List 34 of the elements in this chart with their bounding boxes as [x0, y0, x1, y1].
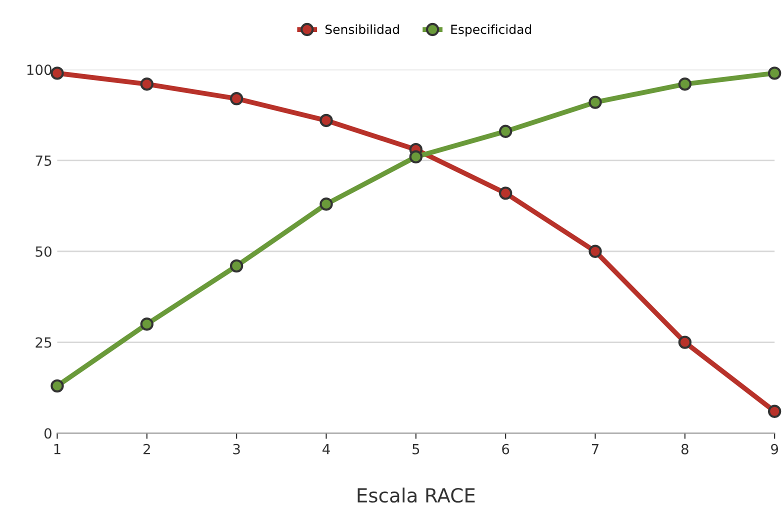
- point: [140, 78, 154, 91]
- x-tick-label: 8: [681, 444, 688, 454]
- point: [320, 198, 333, 211]
- point: [320, 114, 333, 128]
- y-tick-label: 25: [36, 337, 52, 348]
- point: [230, 92, 244, 106]
- y-tick-label: 0: [44, 428, 52, 439]
- point: [768, 404, 782, 418]
- y-tick-label: 100: [27, 64, 52, 76]
- x-tick-label: 7: [592, 444, 598, 454]
- x-axis-title: Escala RACE: [358, 488, 475, 503]
- point: [588, 96, 602, 109]
- legend-label: Sensibilidad: [325, 24, 399, 34]
- x-tick-label: 4: [322, 444, 330, 454]
- point: [498, 124, 512, 138]
- legend-label: Especificidad: [451, 24, 532, 36]
- point: [50, 379, 64, 393]
- point: [140, 318, 154, 331]
- point: [678, 336, 692, 349]
- point: [498, 186, 512, 200]
- y-tick-label: 75: [36, 156, 52, 166]
- point: [678, 78, 692, 91]
- point: [409, 150, 423, 164]
- point: [230, 259, 244, 273]
- x-tick-label: 9: [771, 444, 778, 454]
- x-tick-label: 6: [502, 444, 510, 454]
- x-tick-label: 1: [54, 444, 60, 454]
- x-tick-label: 5: [412, 444, 420, 454]
- point: [588, 244, 602, 258]
- x-tick-label: 2: [144, 444, 150, 454]
- point: [50, 66, 64, 80]
- point: [768, 66, 782, 80]
- x-tick-label: 3: [233, 444, 240, 454]
- y-tick-label: 50: [36, 246, 52, 257]
